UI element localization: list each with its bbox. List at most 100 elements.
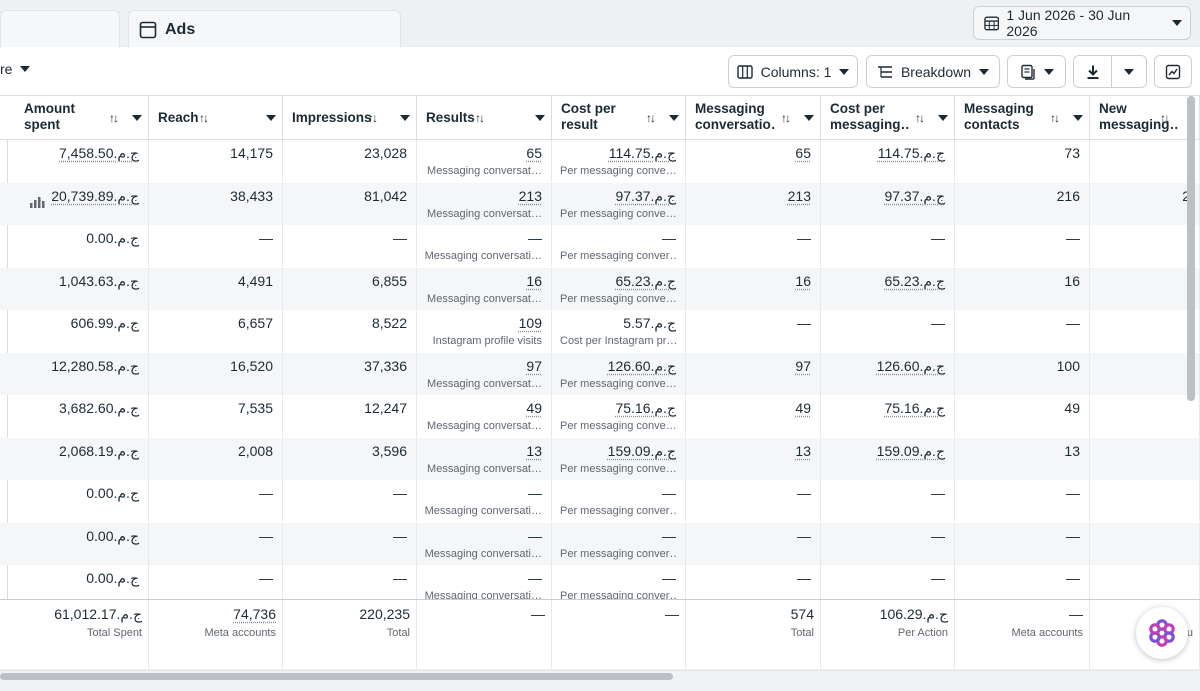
- cell-value: 5.57.ج.م: [623, 315, 676, 331]
- table-row[interactable]: 2,068.19.ج.م 2,008 3,596 13 Messaging conver…: [0, 437, 1200, 480]
- cell-newmsg: [1090, 310, 1200, 352]
- cell-value[interactable]: 97: [795, 357, 811, 374]
- cell-value[interactable]: 65.23.ج.م: [615, 272, 676, 289]
- sort-icon[interactable]: ↑↓: [781, 111, 791, 125]
- cell-value[interactable]: 159.09.ج.م: [876, 442, 945, 459]
- cell-cpr: — Per messaging conver…: [552, 480, 686, 522]
- charts-button[interactable]: [1154, 55, 1192, 88]
- cell-value[interactable]: 13: [526, 442, 542, 459]
- sort-icon[interactable]: ↑↓: [368, 111, 378, 125]
- sort-icon[interactable]: ↑↓: [1050, 111, 1060, 125]
- table-row[interactable]: 20,739.89.ج.م 38,433 81,042 213 Messaging co…: [0, 182, 1200, 225]
- cell-value[interactable]: 16: [526, 272, 542, 289]
- export-divider: [1111, 56, 1112, 87]
- column-header-results[interactable]: Results ↑↓: [417, 96, 552, 140]
- cell-value: 6,855: [371, 272, 407, 289]
- cell-value[interactable]: 20,739.89.ج.م: [51, 187, 139, 204]
- assistant-button[interactable]: [1136, 607, 1188, 659]
- cell-cpm: —: [821, 225, 955, 267]
- sort-icon[interactable]: ↑↓: [199, 111, 209, 125]
- table-row[interactable]: 1,043.63.ج.م 4,491 6,855 16 Messaging conver…: [0, 267, 1200, 310]
- chevron-down-icon[interactable]: [669, 115, 679, 121]
- table-row[interactable]: 606.99.ج.م 6,657 8,522 109 Instagram profile…: [0, 310, 1200, 352]
- cell-value: 14,175: [230, 145, 273, 161]
- cell-value[interactable]: 97: [526, 357, 542, 374]
- cell-value[interactable]: 13: [795, 442, 811, 459]
- column-header-messaging-conversations[interactable]: Messaging conversatio… ↑↓: [686, 96, 821, 140]
- sort-icon[interactable]: ↑↓: [1160, 111, 1170, 125]
- chevron-down-icon: [1043, 68, 1054, 75]
- cell-value[interactable]: 114.75.ج.م: [608, 145, 676, 161]
- cell-value[interactable]: 97.37.ج.م: [615, 187, 676, 204]
- tab-campaigns-partial[interactable]: [0, 10, 120, 48]
- column-header-messaging-contacts[interactable]: Messaging contacts ↑↓: [955, 96, 1090, 140]
- column-header-reach[interactable]: Reach ↑↓: [149, 96, 283, 140]
- table-header: Amount spent ↑↓ Reach ↑↓ Impressions ↑↓ Result…: [0, 95, 1200, 140]
- cell-value[interactable]: 16: [795, 272, 811, 289]
- cell-value[interactable]: 49: [795, 400, 811, 416]
- column-header-label: Cost per messaging…: [830, 101, 910, 132]
- cell-value[interactable]: 75.16.ج.م: [884, 400, 945, 416]
- sort-icon[interactable]: ↑↓: [915, 111, 925, 125]
- cell-value: 12,280.58.ج.م: [51, 357, 139, 374]
- tab-ads[interactable]: Ads: [128, 10, 401, 48]
- cell-value: —: [528, 230, 542, 246]
- column-header-impressions[interactable]: Impressions ↑↓: [283, 96, 417, 140]
- sort-icon[interactable]: ↑↓: [109, 111, 119, 125]
- chevron-down-icon[interactable]: [132, 115, 142, 121]
- cell-value[interactable]: 159.09.ج.م: [607, 442, 676, 459]
- column-header-cost-per-result[interactable]: Cost per result ↑↓: [552, 96, 686, 140]
- cell-amount: 0.00.ج.م: [15, 522, 149, 565]
- breakdown-button[interactable]: Breakdown: [866, 55, 1000, 88]
- cell-value: —: [931, 315, 945, 331]
- cell-value[interactable]: 97.37.ج.م: [884, 187, 945, 204]
- cell-value: —: [797, 485, 811, 501]
- cell-value[interactable]: 213: [518, 187, 542, 204]
- table-row[interactable]: 7,458.50.ج.م 14,175 23,028 65 Messaging conv…: [0, 140, 1200, 182]
- cell-value[interactable]: 126.60.ج.م: [607, 357, 676, 374]
- chevron-down-icon[interactable]: [938, 115, 948, 121]
- cell-value[interactable]: 213: [787, 187, 811, 204]
- horizontal-scrollbar[interactable]: [0, 673, 673, 680]
- cell-value[interactable]: 126.60.ج.م: [876, 357, 945, 374]
- cell-contacts: 49: [955, 395, 1090, 437]
- sort-icon[interactable]: ↑↓: [475, 111, 485, 125]
- cell-value[interactable]: 109: [518, 315, 542, 331]
- bar-chart-icon[interactable]: [30, 195, 45, 213]
- chevron-down-icon[interactable]: [266, 115, 276, 121]
- cell-value[interactable]: 65: [526, 145, 542, 161]
- sort-icon[interactable]: ↑↓: [646, 111, 656, 125]
- chevron-down-icon[interactable]: [400, 115, 410, 121]
- table-row[interactable]: 0.00.ج.م — — — Messaging conversati… — Per mes…: [0, 522, 1200, 565]
- cell-value[interactable]: 49: [526, 400, 542, 416]
- cell-value[interactable]: 75.16.ج.م: [615, 400, 676, 416]
- chevron-down-icon[interactable]: [535, 115, 545, 121]
- cell-subtext: Messaging conversati…: [424, 547, 542, 560]
- cell-subtext: Per messaging conver…: [560, 505, 678, 517]
- table-row[interactable]: 3,682.60.ج.م 7,535 12,247 49 Messaging conve…: [0, 395, 1200, 437]
- total-caption: Per Action: [897, 627, 948, 639]
- cell-reach: —: [149, 480, 283, 522]
- columns-button[interactable]: Columns: 1: [728, 55, 858, 88]
- cell-value[interactable]: 114.75.ج.م: [877, 145, 945, 161]
- column-header-new-messaging[interactable]: New messaging… ↑↓: [1090, 96, 1200, 140]
- reports-button[interactable]: [1007, 55, 1066, 88]
- table-row[interactable]: 0.00.ج.م — — — Messaging conversati… — Per mes…: [0, 225, 1200, 267]
- cell-results: 65 Messaging conversat…: [417, 140, 552, 182]
- chevron-down-icon[interactable]: [804, 115, 814, 121]
- export-button[interactable]: [1073, 55, 1147, 88]
- column-header-cost-per-messaging[interactable]: Cost per messaging… ↑↓: [821, 96, 955, 140]
- cell-reach: 16,520: [149, 352, 283, 395]
- cell-subtext: Messaging conversat…: [427, 165, 542, 177]
- cell-impr: 8,522: [283, 310, 417, 352]
- column-header-amount-spent[interactable]: Amount spent ↑↓: [15, 96, 149, 140]
- cell-value[interactable]: 65: [795, 145, 811, 161]
- cell-value[interactable]: 7,458.50.ج.م: [59, 145, 139, 161]
- date-range-picker[interactable]: 1 Jun 2026 - 30 Jun 2026: [973, 6, 1191, 40]
- vertical-scrollbar[interactable]: [1187, 96, 1195, 401]
- more-dropdown[interactable]: re: [0, 61, 31, 77]
- cell-value[interactable]: 65.23.ج.م: [884, 272, 945, 289]
- table-row[interactable]: 12,280.58.ج.م 16,520 37,336 97 Messaging con…: [0, 352, 1200, 395]
- chevron-down-icon[interactable]: [1073, 115, 1083, 121]
- table-row[interactable]: 0.00.ج.م — — — Messaging conversati… — Per mes…: [0, 480, 1200, 522]
